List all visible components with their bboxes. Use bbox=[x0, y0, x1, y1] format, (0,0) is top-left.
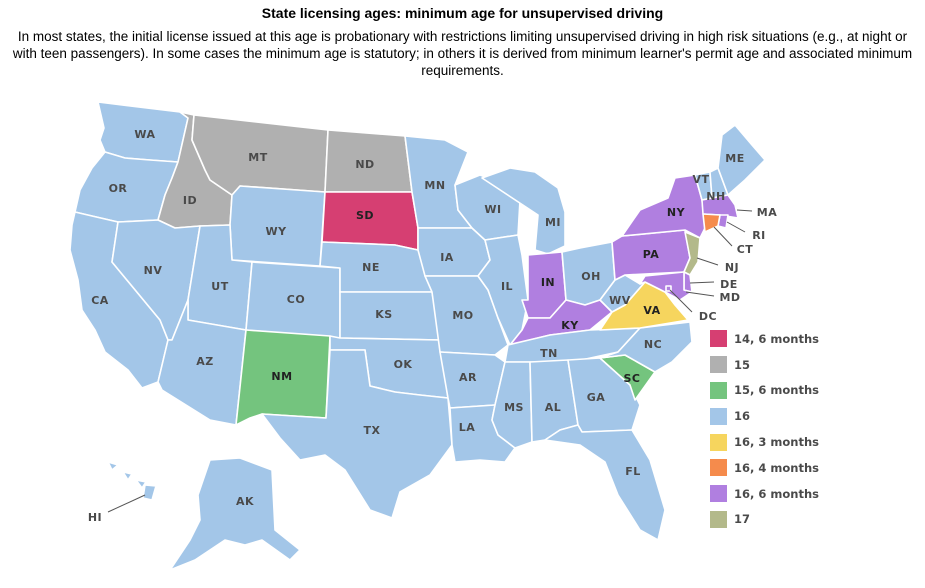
state-label-NC: NC bbox=[644, 338, 662, 351]
leader-line-ct bbox=[713, 226, 733, 247]
state-label-MN: MN bbox=[424, 179, 445, 192]
legend-label: 14, 6 months bbox=[734, 331, 819, 346]
state-TX[interactable] bbox=[261, 349, 453, 519]
state-label-OH: OH bbox=[581, 270, 601, 283]
legend-item: 15, 6 months bbox=[710, 378, 819, 404]
state-label-AK: AK bbox=[236, 495, 254, 508]
leader-line-hi bbox=[107, 494, 146, 513]
state-label-MI: MI bbox=[545, 216, 561, 229]
leader-line-nj bbox=[696, 257, 719, 266]
state-label-ME: ME bbox=[725, 152, 744, 165]
state-label-MT: MT bbox=[248, 151, 267, 164]
legend-swatch bbox=[710, 381, 727, 399]
state-label-PA: PA bbox=[643, 248, 660, 261]
state-label-NY: NY bbox=[667, 206, 686, 219]
state-label-CA: CA bbox=[91, 294, 109, 307]
state-label-OR: OR bbox=[109, 182, 128, 195]
state-label-WY: WY bbox=[265, 225, 287, 238]
legend-swatch bbox=[710, 330, 727, 348]
state-label-MD: MD bbox=[719, 291, 740, 304]
legend-swatch bbox=[710, 356, 727, 374]
state-label-FL: FL bbox=[625, 465, 641, 478]
state-AK[interactable] bbox=[169, 457, 301, 571]
state-label-NE: NE bbox=[362, 261, 380, 274]
state-label-VT: VT bbox=[692, 173, 709, 186]
state-label-SC: SC bbox=[624, 372, 641, 385]
legend-label: 17 bbox=[734, 512, 751, 527]
legend-item: 16, 6 months bbox=[710, 481, 819, 507]
state-label-CT: CT bbox=[737, 243, 754, 256]
legend-label: 15 bbox=[734, 357, 751, 372]
state-label-WA: WA bbox=[134, 128, 155, 141]
leader-line-de bbox=[689, 281, 715, 284]
legend-swatch bbox=[710, 510, 727, 528]
state-DE[interactable] bbox=[683, 271, 693, 293]
state-label-MS: MS bbox=[504, 401, 524, 414]
state-label-WV: WV bbox=[609, 294, 631, 307]
state-label-NV: NV bbox=[144, 264, 163, 277]
state-label-DC: DC bbox=[699, 310, 717, 323]
state-MI[interactable] bbox=[481, 167, 566, 255]
legend-swatch bbox=[710, 433, 727, 451]
state-CT[interactable] bbox=[702, 213, 721, 233]
state-label-NH: NH bbox=[706, 190, 725, 203]
state-label-ID: ID bbox=[183, 194, 197, 207]
state-label-VA: VA bbox=[643, 304, 660, 317]
legend-item: 17 bbox=[710, 507, 819, 533]
state-ME[interactable] bbox=[717, 124, 766, 196]
state-label-CO: CO bbox=[287, 293, 305, 306]
state-label-TX: TX bbox=[364, 424, 381, 437]
leader-line-ri bbox=[726, 221, 746, 233]
state-HI[interactable] bbox=[107, 461, 157, 501]
state-label-AL: AL bbox=[545, 401, 562, 414]
state-label-GA: GA bbox=[587, 391, 606, 404]
state-label-NJ: NJ bbox=[725, 261, 739, 274]
map-title: State licensing ages: minimum age for un… bbox=[261, 5, 664, 21]
legend-label: 16, 3 months bbox=[734, 435, 819, 450]
state-label-IN: IN bbox=[541, 276, 555, 289]
state-label-TN: TN bbox=[540, 347, 558, 360]
legend-label: 16, 4 months bbox=[734, 460, 819, 475]
legend-label: 16 bbox=[734, 409, 751, 424]
state-FL[interactable] bbox=[544, 424, 666, 541]
legend-item: 16, 4 months bbox=[710, 455, 819, 481]
leader-line-ma bbox=[736, 209, 753, 212]
legend-label: 16, 6 months bbox=[734, 486, 819, 501]
map-legend: 14, 6 months 15 15, 6 months 16 16, 3 mo… bbox=[710, 326, 819, 532]
leader-line-dc bbox=[669, 289, 693, 313]
legend-swatch bbox=[710, 459, 727, 477]
legend-item: 14, 6 months bbox=[710, 326, 819, 352]
state-label-ND: ND bbox=[355, 158, 374, 171]
leader-line-md bbox=[685, 291, 715, 297]
state-label-IL: IL bbox=[501, 280, 513, 293]
legend-item: 15 bbox=[710, 352, 819, 378]
map-subtitle: In most states, the initial license issu… bbox=[12, 29, 913, 78]
state-label-KS: KS bbox=[375, 308, 392, 321]
state-label-SD: SD bbox=[356, 209, 374, 222]
state-label-OK: OK bbox=[394, 358, 413, 371]
state-label-RI: RI bbox=[752, 229, 766, 242]
state-label-IA: IA bbox=[440, 251, 454, 264]
legend-swatch bbox=[710, 407, 727, 425]
state-label-UT: UT bbox=[211, 280, 228, 293]
legend-label: 15, 6 months bbox=[734, 383, 819, 398]
state-label-MO: MO bbox=[452, 309, 473, 322]
state-label-NM: NM bbox=[271, 370, 292, 383]
state-label-LA: LA bbox=[459, 421, 476, 434]
state-label-AZ: AZ bbox=[196, 355, 214, 368]
legend-item: 16, 3 months bbox=[710, 429, 819, 455]
state-label-WI: WI bbox=[484, 203, 501, 216]
state-label-KY: KY bbox=[561, 319, 579, 332]
legend-swatch bbox=[710, 485, 727, 503]
legend-item: 16 bbox=[710, 403, 819, 429]
state-label-HI: HI bbox=[88, 511, 102, 524]
state-label-AR: AR bbox=[459, 371, 477, 384]
state-label-MA: MA bbox=[757, 206, 777, 219]
state-label-DE: DE bbox=[720, 278, 738, 291]
